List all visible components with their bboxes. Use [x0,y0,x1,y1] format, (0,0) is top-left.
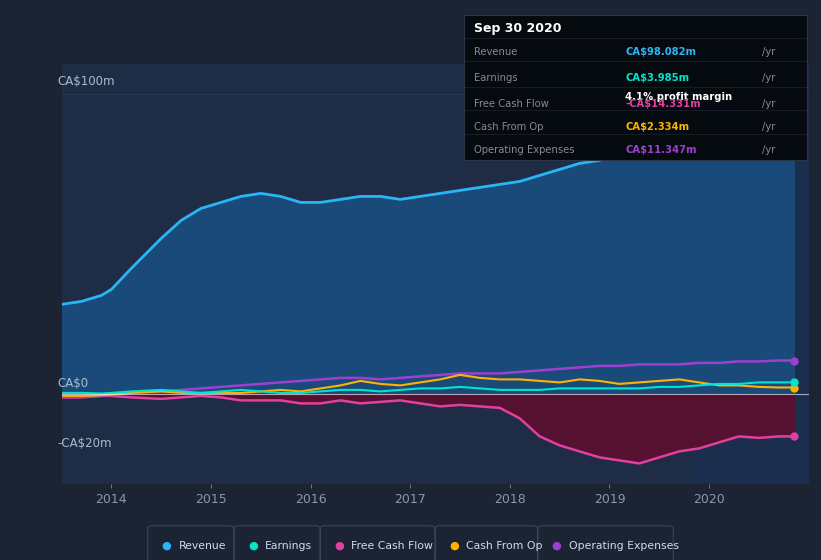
Text: /yr: /yr [763,145,776,155]
Text: Operating Expenses: Operating Expenses [475,145,575,155]
Text: Earnings: Earnings [265,541,312,551]
Text: ●: ● [449,541,459,551]
Text: Cash From Op: Cash From Op [466,541,543,551]
Text: Earnings: Earnings [475,73,518,83]
Text: Cash From Op: Cash From Op [475,122,544,132]
Text: CA$0: CA$0 [57,377,89,390]
Text: ●: ● [248,541,258,551]
Text: -CA$14.331m: -CA$14.331m [625,99,701,109]
Text: ●: ● [162,541,172,551]
Bar [692,64,809,484]
Text: -CA$20m: -CA$20m [57,437,112,450]
Text: CA$100m: CA$100m [57,75,115,88]
Text: /yr: /yr [763,47,776,57]
Text: CA$11.347m: CA$11.347m [625,145,697,155]
Text: Free Cash Flow: Free Cash Flow [351,541,433,551]
Text: ●: ● [552,541,562,551]
Text: CA$3.985m: CA$3.985m [625,73,690,83]
Text: /yr: /yr [763,99,776,109]
Text: 4.1% profit margin: 4.1% profit margin [625,92,732,102]
Text: Revenue: Revenue [179,541,227,551]
Text: Sep 30 2020: Sep 30 2020 [475,22,562,35]
Text: /yr: /yr [763,122,776,132]
Text: /yr: /yr [763,73,776,83]
Text: Revenue: Revenue [475,47,517,57]
Text: ●: ● [334,541,344,551]
Text: CA$2.334m: CA$2.334m [625,122,690,132]
Text: Operating Expenses: Operating Expenses [569,541,679,551]
Text: Free Cash Flow: Free Cash Flow [475,99,549,109]
Text: CA$98.082m: CA$98.082m [625,47,696,57]
